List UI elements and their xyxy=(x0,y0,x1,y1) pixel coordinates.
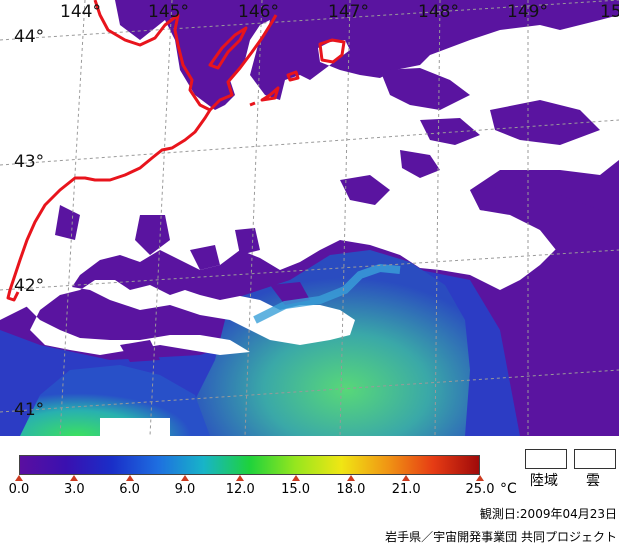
longitude-label-148: 148° xyxy=(418,2,459,22)
colorbar-tick xyxy=(346,475,355,481)
colorbar-tick-label: 15.0 xyxy=(281,482,311,497)
longitude-label-150: 15 xyxy=(600,2,619,22)
colorbar-tick-label: 25.0 xyxy=(465,482,495,497)
latitude-label-42: 42° xyxy=(14,276,45,296)
longitude-label-145: 145° xyxy=(148,2,189,22)
colorbar-tick-label: 3.0 xyxy=(63,482,85,497)
meridian-145 xyxy=(149,0,173,436)
cloud-legend-swatch xyxy=(574,449,616,469)
parallel-43 xyxy=(0,119,619,166)
temperature-colorbar xyxy=(19,455,480,475)
colorbar-tick-label: 21.0 xyxy=(391,482,421,497)
land-legend-swatch xyxy=(525,449,567,469)
colorbar-tick-label: 0.0 xyxy=(8,482,30,497)
colorbar-tick xyxy=(180,475,189,481)
sea-surface-temperature-map: 144° 145° 146° 147° 148° 149° 15 44° 43°… xyxy=(0,0,619,436)
temperature-unit: °C xyxy=(500,481,517,497)
colorbar-tick xyxy=(15,475,23,481)
meridian-144 xyxy=(59,0,86,436)
meridian-146 xyxy=(244,0,263,436)
longitude-label-144: 144° xyxy=(60,2,101,22)
colorbar-tick xyxy=(291,475,300,481)
colorbar-tick-label: 6.0 xyxy=(119,482,140,497)
longitude-label-147: 147° xyxy=(328,2,369,22)
graticule xyxy=(0,0,619,436)
meridian-147 xyxy=(339,0,351,436)
coastline xyxy=(6,0,346,302)
observation-date: 観測日:2009年04月23日 xyxy=(479,507,617,521)
colorbar-tick xyxy=(70,475,79,481)
land-legend-label: 陸域 xyxy=(530,473,558,489)
parallel-42 xyxy=(0,249,619,291)
longitude-label-146: 146° xyxy=(238,2,279,22)
latitude-label-41: 41° xyxy=(14,400,45,420)
colorbar-tick xyxy=(476,475,484,481)
current-front xyxy=(253,263,401,324)
colorbar-tick xyxy=(402,475,411,481)
colorbar-tick xyxy=(236,475,245,481)
longitude-label-149: 149° xyxy=(507,2,548,22)
cold-water-patches xyxy=(55,68,600,362)
parallel-44 xyxy=(0,0,619,41)
colorbar-tick xyxy=(125,475,134,481)
parallel-41 xyxy=(0,369,619,413)
warm-water-plume xyxy=(195,250,470,436)
credit-line: 岩手県／宇宙開発事業団 共同プロジェクト xyxy=(385,530,617,544)
cloud-legend-label: 雲 xyxy=(586,473,600,489)
colorbar-tick-label: 12.0 xyxy=(225,482,255,497)
meridian-148 xyxy=(434,0,441,436)
latitude-label-44: 44° xyxy=(14,27,45,47)
map-canvas xyxy=(0,0,619,436)
colorbar-tick-label: 18.0 xyxy=(336,482,366,497)
cloud-south-west xyxy=(20,280,355,355)
colorbar-tick-label: 9.0 xyxy=(174,482,196,497)
latitude-label-43: 43° xyxy=(14,152,45,172)
